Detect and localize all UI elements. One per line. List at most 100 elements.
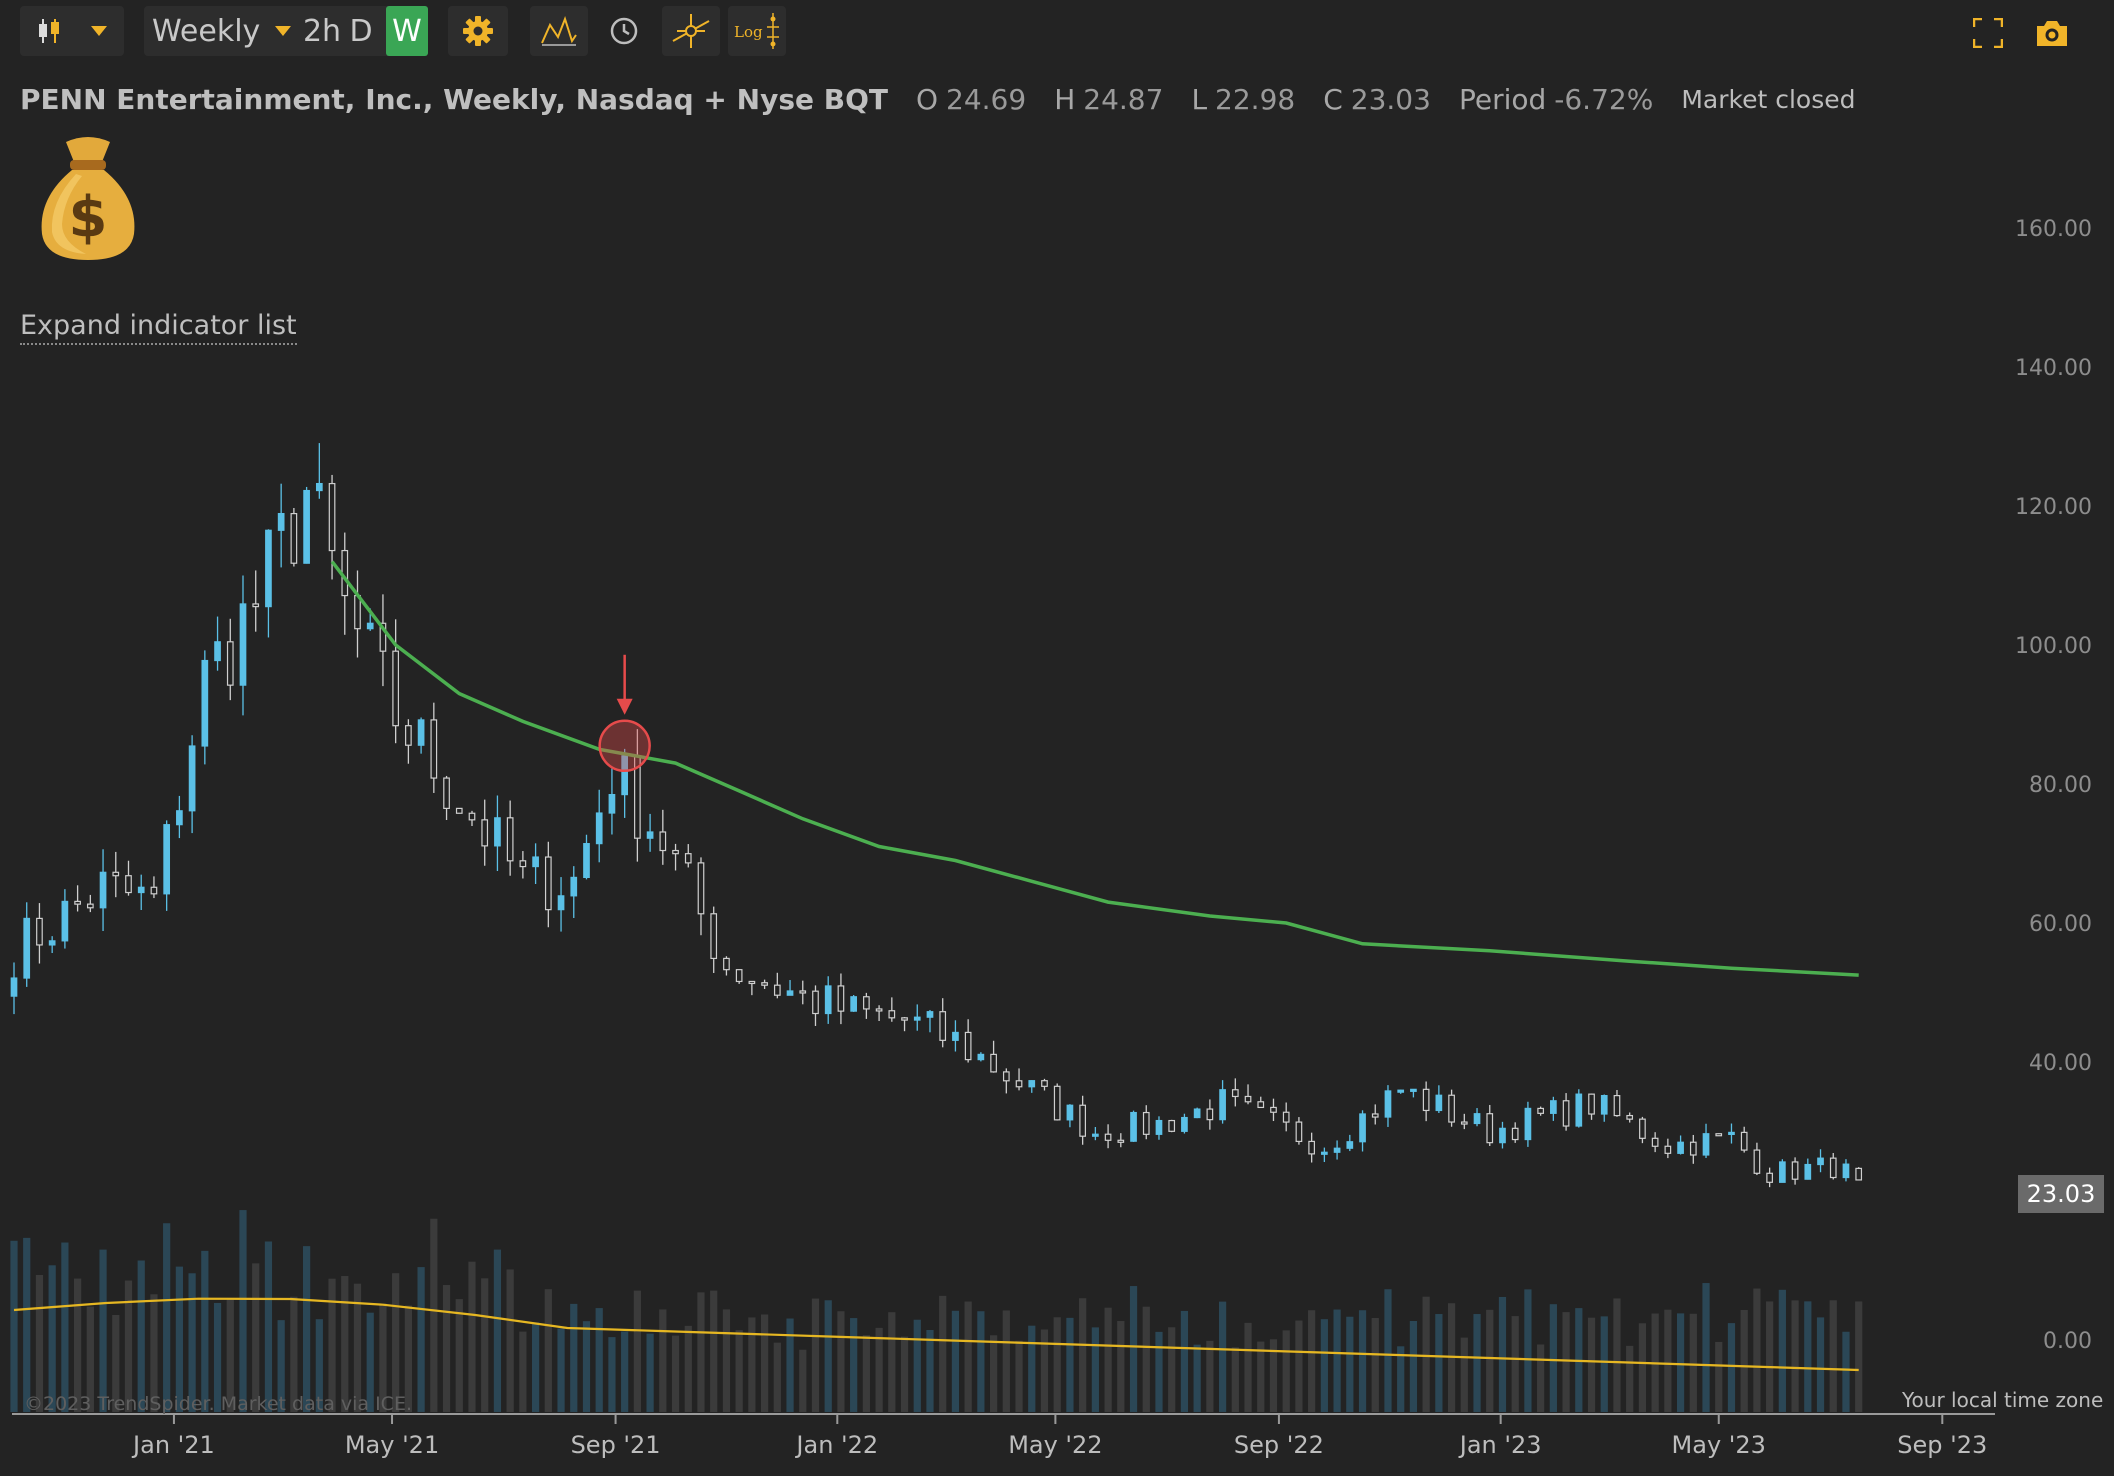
settings-button[interactable] <box>448 6 508 56</box>
volume-bar <box>290 1296 298 1412</box>
candle <box>1855 1167 1863 1181</box>
volume-bar <box>824 1300 832 1412</box>
volume-bar <box>430 1218 438 1412</box>
candlesticks <box>10 443 1863 1188</box>
candle <box>1677 1141 1684 1154</box>
volume-bar <box>850 1318 858 1412</box>
log-scale-button[interactable]: Log <box>728 6 786 56</box>
candle <box>519 860 527 868</box>
volume-bar <box>671 1335 680 1412</box>
volume-bar <box>1384 1289 1392 1412</box>
volume-bar <box>1549 1304 1557 1412</box>
volume-bar <box>1727 1323 1736 1412</box>
chart-type-selector[interactable] <box>20 6 124 56</box>
volume-bar <box>239 1210 247 1412</box>
low-value: 22.98 <box>1215 82 1296 116</box>
candle <box>824 985 832 1015</box>
volume-bar <box>455 1299 463 1412</box>
volume-bar <box>710 1290 718 1412</box>
candle <box>1626 1114 1634 1120</box>
clock-icon[interactable] <box>604 6 644 56</box>
volume-bar <box>862 1335 870 1412</box>
volume-bar <box>1537 1344 1545 1412</box>
close-label: C <box>1323 82 1343 116</box>
crosshair-icon <box>662 6 720 56</box>
candle <box>1473 1113 1481 1125</box>
interval-2h-button[interactable]: 2h <box>302 13 342 49</box>
volume-bar <box>1498 1296 1507 1412</box>
candle <box>1193 1108 1201 1119</box>
volume-bars <box>10 1210 1863 1412</box>
fullscreen-icon[interactable] <box>1968 8 2008 58</box>
timeframe-select[interactable]: Weekly <box>152 13 261 49</box>
candle <box>1257 1101 1265 1109</box>
volume-bar <box>1231 1347 1239 1412</box>
candle <box>1448 1094 1455 1123</box>
volume-bar <box>10 1240 18 1412</box>
volume-bar <box>1320 1319 1328 1412</box>
candle <box>557 895 565 911</box>
volume-bar <box>1600 1316 1608 1412</box>
volume-bar <box>570 1303 578 1412</box>
candle <box>1028 1080 1036 1088</box>
volume-bar <box>277 1320 285 1412</box>
y-tick-label: 120.00 <box>2015 495 2092 520</box>
candle <box>1321 1151 1328 1155</box>
chevron-down-icon[interactable] <box>268 6 298 56</box>
volume-bar <box>1524 1289 1532 1412</box>
volume-bar <box>939 1295 947 1412</box>
volume-bar <box>913 1319 921 1412</box>
candle <box>1130 1111 1137 1142</box>
volume-bar <box>379 1303 387 1412</box>
candle <box>1155 1119 1163 1135</box>
market-status: Market closed <box>1681 84 1856 114</box>
candle <box>799 990 807 994</box>
candle <box>1486 1113 1494 1144</box>
expand-indicator-list-link[interactable]: Expand indicator list <box>20 309 297 345</box>
interval-d-button[interactable]: D <box>349 13 373 49</box>
candle <box>252 603 260 608</box>
y-tick-label: 0.00 <box>2043 1329 2092 1354</box>
candle <box>468 812 476 821</box>
candle <box>1117 1139 1125 1143</box>
volume-bar <box>582 1321 591 1412</box>
volume-bar <box>48 1265 56 1412</box>
volume-bar <box>1511 1316 1519 1412</box>
y-tick-label: 40.00 <box>2029 1051 2092 1076</box>
volume-bar <box>404 1305 412 1412</box>
candle <box>1753 1149 1761 1174</box>
candle <box>239 603 247 686</box>
volume-bar <box>1091 1327 1099 1412</box>
drawing-tools-button[interactable] <box>530 6 588 56</box>
volume-bar <box>99 1249 107 1412</box>
candle <box>1435 1094 1443 1112</box>
volume-bar <box>722 1309 731 1412</box>
volume-bar <box>1295 1320 1303 1412</box>
candle <box>392 650 400 727</box>
y-tick-label: 60.00 <box>2029 912 2092 937</box>
timezone-label[interactable]: Your local time zone <box>1902 1388 2104 1412</box>
candles-icon <box>32 6 66 56</box>
volume-bar <box>163 1223 171 1412</box>
y-tick-label: 100.00 <box>2015 634 2092 659</box>
camera-icon[interactable] <box>2030 8 2074 58</box>
copyright-text: ©2023 TrendSpider. Market data via ICE. <box>24 1393 412 1415</box>
candle <box>926 1011 934 1018</box>
crosshair-button[interactable] <box>662 6 720 56</box>
candle <box>1041 1080 1048 1087</box>
candle <box>112 871 120 877</box>
candle <box>379 622 387 652</box>
candle <box>1295 1121 1303 1143</box>
volume-bar <box>1740 1310 1748 1412</box>
volume-bar <box>1829 1300 1837 1412</box>
candle <box>939 1011 947 1041</box>
candle <box>1791 1161 1799 1180</box>
volume-bar <box>1155 1331 1163 1412</box>
volume-bar <box>303 1246 311 1412</box>
candle <box>786 990 794 996</box>
interval-w-button[interactable]: W <box>386 6 428 56</box>
volume-bar <box>1079 1298 1087 1412</box>
candle <box>1613 1094 1621 1117</box>
volume-bar <box>773 1342 781 1412</box>
